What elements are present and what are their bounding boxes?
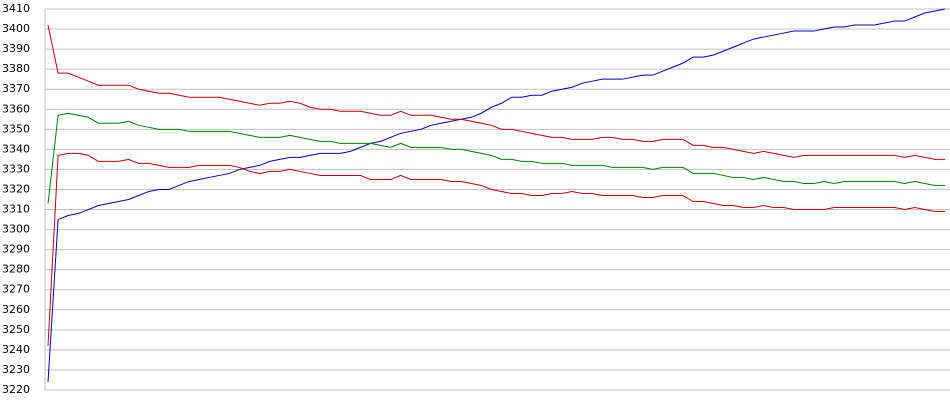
line-series: [47, 8, 946, 383]
line-series: [47, 152, 945, 346]
y-tick-label: 3410: [2, 2, 30, 15]
y-tick-label: 3320: [2, 182, 30, 195]
y-tick-label: 3280: [2, 263, 30, 276]
y-tick-label: 3230: [2, 363, 30, 376]
y-tick-label: 3270: [2, 283, 30, 296]
y-tick-label: 3240: [2, 343, 30, 356]
y-tick-label: 3390: [2, 42, 30, 55]
y-tick-label: 3360: [2, 102, 30, 115]
y-tick-label: 3350: [2, 122, 30, 135]
y-tick-label: 3370: [2, 82, 30, 95]
line-series: [47, 24, 945, 160]
y-tick-label: 3250: [2, 323, 30, 336]
y-tick-label: 3400: [2, 22, 30, 35]
y-tick-label: 3380: [2, 62, 30, 75]
y-tick-label: 3330: [2, 162, 30, 175]
y-tick-label: 3300: [2, 223, 30, 236]
y-tick-label: 3290: [2, 243, 30, 256]
y-tick-label: 3260: [2, 303, 30, 316]
line-series: [47, 112, 945, 204]
y-tick-label: 3310: [2, 203, 30, 216]
y-tick-label: 3220: [2, 383, 30, 396]
y-tick-label: 3340: [2, 142, 30, 155]
